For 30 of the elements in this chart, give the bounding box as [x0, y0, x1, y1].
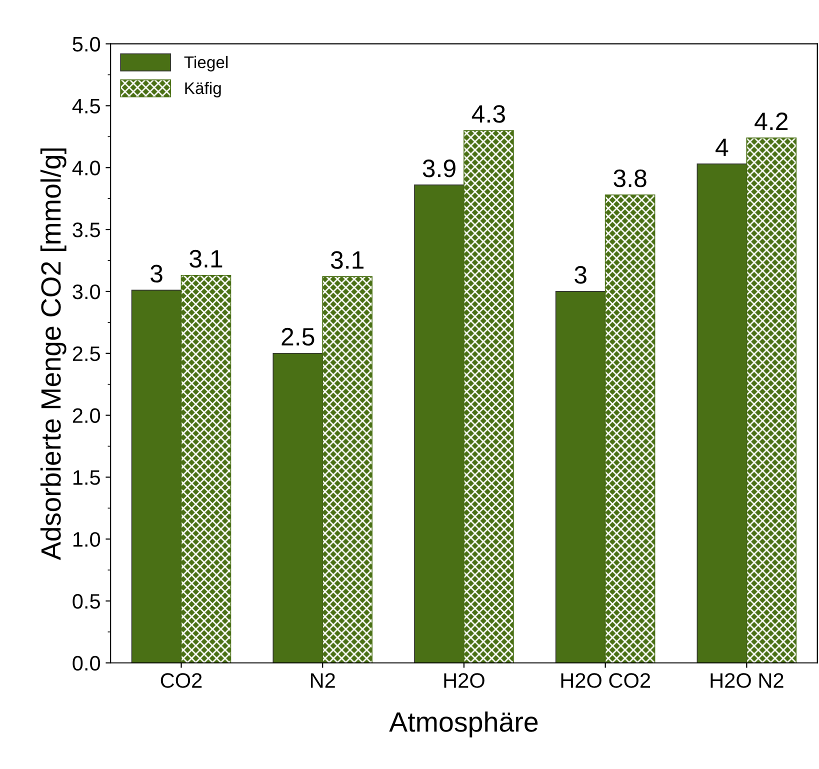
data-label: 3.1 [330, 251, 364, 269]
x-tick-label: H2O CO2 [561, 673, 650, 688]
y-axis-title: Adsorbierte Menge CO2 [mmol/g] [40, 148, 66, 560]
data-label: 4 [716, 138, 728, 156]
y-tick-label: 4.0 [72, 160, 100, 176]
x-axis-title: Atmosphäre [389, 711, 538, 738]
y-tick-label: 1.0 [73, 532, 100, 547]
y-tick-label: 4.5 [72, 98, 100, 114]
y-tick-label: 3.0 [72, 284, 100, 300]
data-label: 2.5 [282, 328, 314, 346]
y-tick-label: 0.0 [72, 656, 100, 671]
data-label: 3 [574, 266, 586, 284]
x-tick-label: CO2 [160, 673, 202, 688]
data-label: 3.1 [190, 250, 222, 268]
legend-label: Käfig [185, 82, 221, 98]
data-label: 4.2 [754, 112, 788, 130]
data-label: 3 [150, 264, 162, 282]
y-tick-label: 2.0 [72, 408, 100, 424]
x-tick-label: N2 [311, 673, 335, 688]
data-label: 3.9 [422, 160, 456, 178]
y-tick-label: 1.5 [73, 470, 100, 485]
y-tick-label: 3.5 [72, 222, 100, 238]
legend-label: Tiegel [184, 56, 228, 72]
data-label: 4.3 [472, 105, 505, 123]
y-tick-label: 2.5 [72, 346, 100, 362]
y-tick-label: 0.5 [72, 594, 100, 609]
x-tick-label: H2O [444, 673, 484, 688]
x-tick-label: H2O N2 [710, 673, 784, 688]
y-tick-label: 5.0 [72, 36, 100, 52]
data-label: 3.8 [614, 169, 646, 188]
